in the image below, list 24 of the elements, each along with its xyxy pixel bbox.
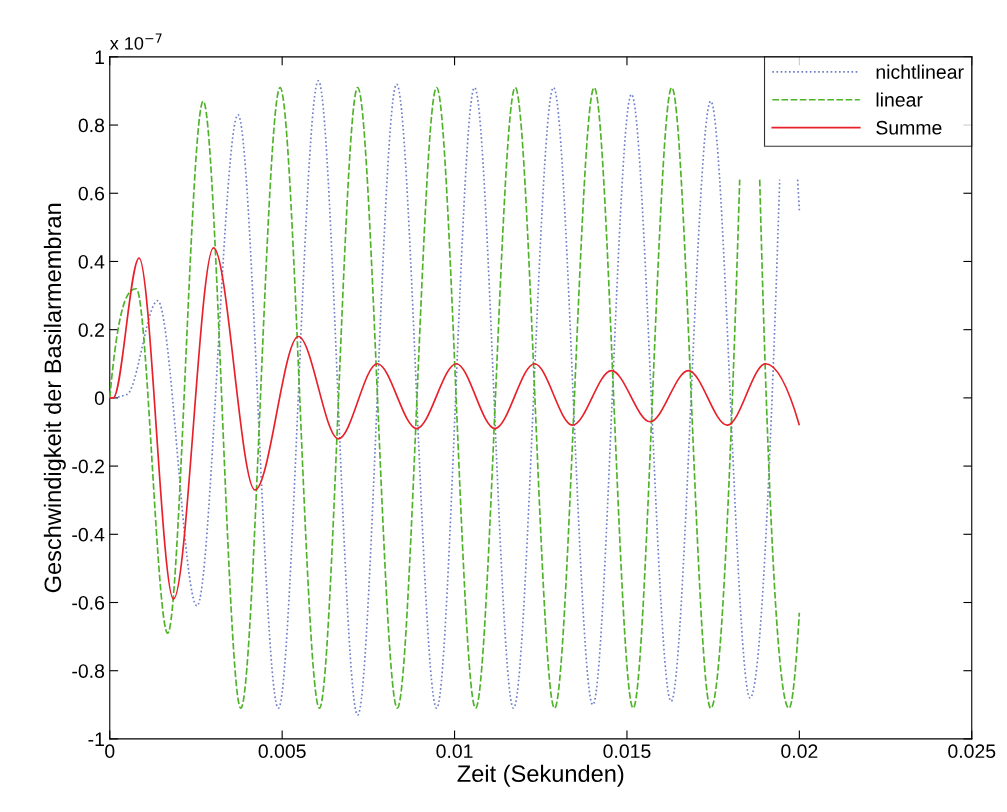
y-tick-label: -0.4 bbox=[72, 527, 105, 542]
y-tick-label: -1 bbox=[88, 732, 104, 746]
x-tick-label: 0.02 bbox=[781, 744, 818, 759]
y-tick-label: 0.2 bbox=[78, 323, 104, 337]
y-tick-label: 1 bbox=[95, 50, 104, 64]
y-tick-label: -0.2 bbox=[72, 459, 104, 474]
x-axis-title: Zeit (Sekunden) bbox=[457, 764, 624, 787]
y-tick-label: 0.4 bbox=[78, 254, 105, 269]
y-tick-label: 0.6 bbox=[78, 186, 105, 201]
x-tick-label: 0 bbox=[105, 744, 115, 759]
legend-label: linear bbox=[876, 92, 923, 107]
legend-label: nichtlinear bbox=[876, 64, 964, 79]
line-series bbox=[108, 246, 801, 600]
y-tick-label: 0 bbox=[94, 391, 105, 406]
x-tick-label: 0.01 bbox=[436, 744, 473, 759]
y-tick-label: -0.6 bbox=[72, 595, 105, 610]
y-axis-title: Geschwindigkeit der Basilarmembran bbox=[43, 203, 66, 593]
legend-label: Summe bbox=[876, 120, 942, 135]
y-tick-label: -0.8 bbox=[72, 664, 105, 678]
x-tick-label: 0.015 bbox=[603, 744, 651, 759]
x-tick-label: 0.005 bbox=[258, 744, 306, 759]
x-tick-label: 0.025 bbox=[948, 744, 996, 759]
text: x 10$^{−7}$ bbox=[109, 33, 162, 50]
y-tick-label: 0.8 bbox=[78, 118, 105, 133]
